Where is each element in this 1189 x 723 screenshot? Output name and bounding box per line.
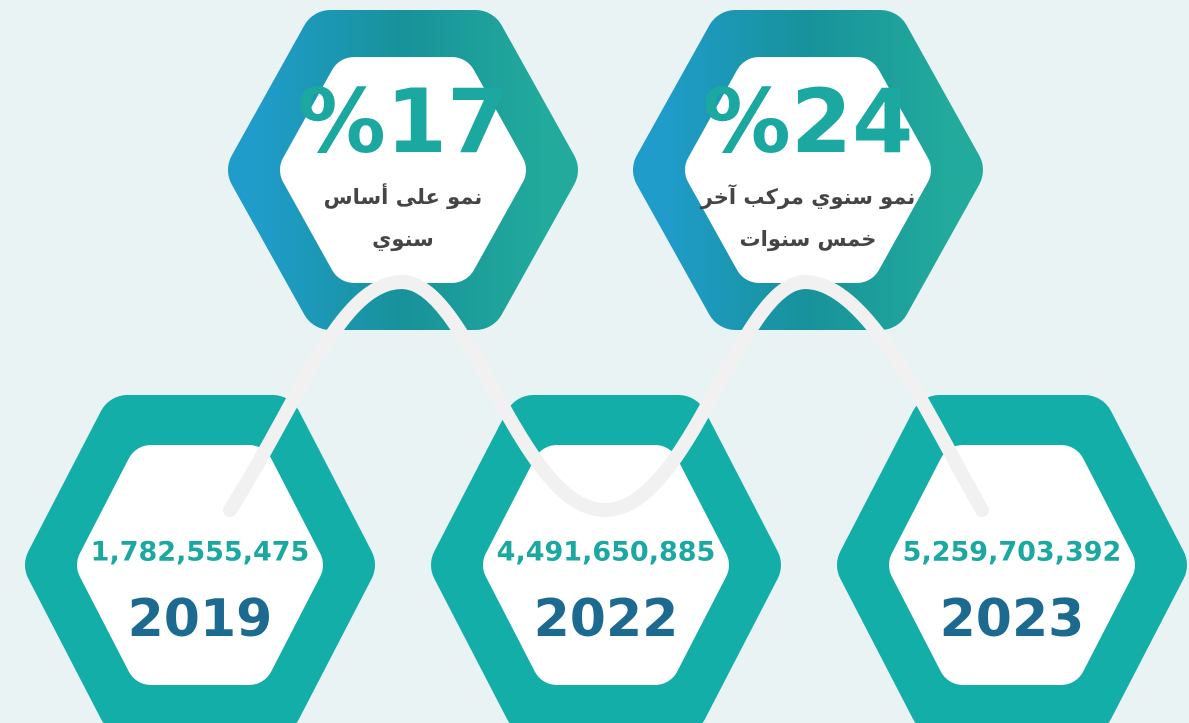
hexagon-inner xyxy=(685,57,931,283)
amount: 5,259,703,392 xyxy=(903,537,1122,568)
connector-line xyxy=(223,274,989,518)
year: 2019 xyxy=(128,589,273,649)
year: 2022 xyxy=(534,589,679,649)
growth-label: نمو على أساس xyxy=(324,182,483,209)
year: 2023 xyxy=(940,589,1085,649)
growth-label: نمو سنوي مركب آخر xyxy=(700,184,916,210)
amount: 1,782,555,475 xyxy=(91,537,310,568)
growth-label: سنوي xyxy=(372,227,434,252)
growth-value: %17 xyxy=(298,70,509,173)
hexagon-inner xyxy=(280,57,526,283)
growth-label: خمس سنوات xyxy=(740,227,877,251)
hexagon-inner xyxy=(483,445,729,685)
amount: 4,491,650,885 xyxy=(497,537,716,568)
hexagon-inner xyxy=(77,445,323,685)
growth-value: %24 xyxy=(703,70,914,173)
